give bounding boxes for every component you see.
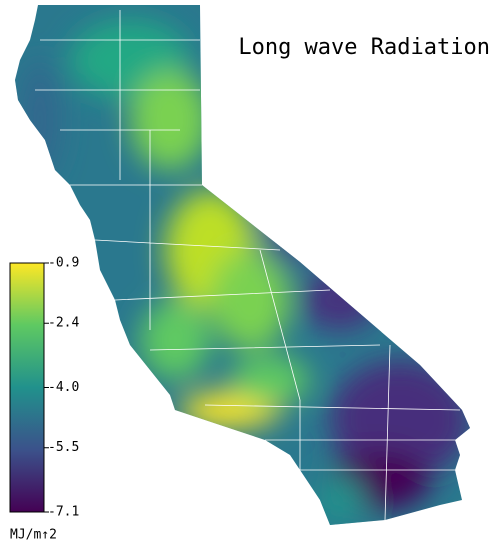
tick-label: -7.1 bbox=[48, 505, 79, 520]
map-title: Long wave Radiation bbox=[238, 35, 490, 60]
colorbar-scale bbox=[9, 262, 45, 513]
tick-label: -4.0 bbox=[48, 380, 79, 395]
tick-label: -0.9 bbox=[48, 256, 79, 271]
tick-label: -2.4 bbox=[48, 316, 79, 331]
tick-label: -5.5 bbox=[48, 440, 79, 455]
colorbar-label: MJ/m↑2 bbox=[10, 528, 57, 543]
colorbar: -0.9 -2.4 -4.0 -5.5 -7.1 bbox=[9, 256, 79, 520]
county-borders bbox=[35, 10, 461, 521]
